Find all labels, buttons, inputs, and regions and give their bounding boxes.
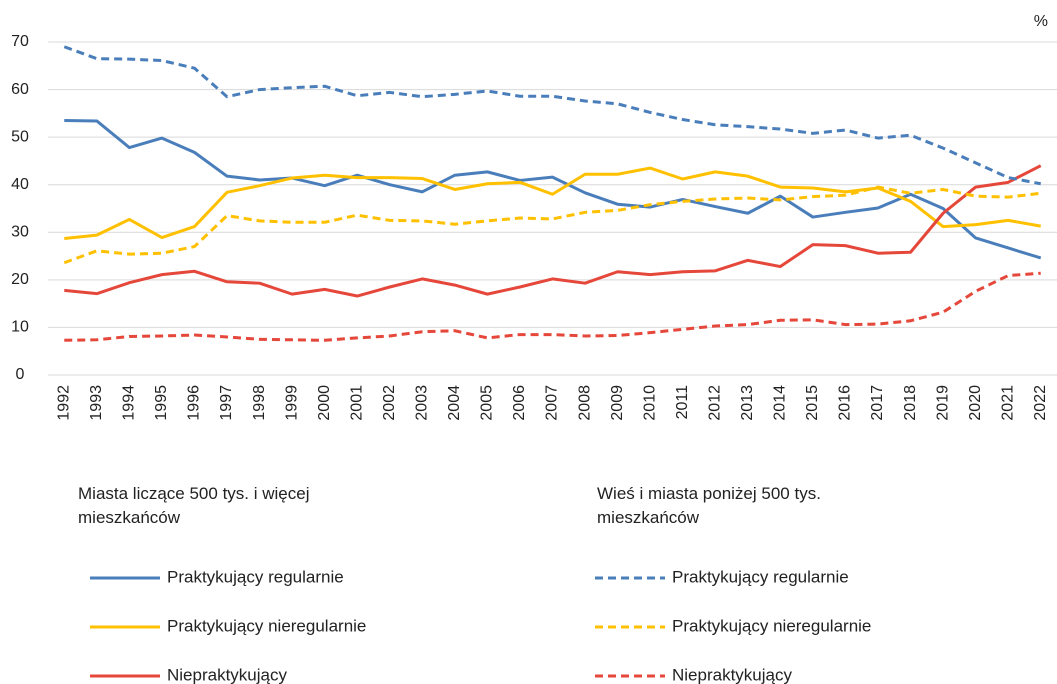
legend-label: Niepraktykujący	[167, 665, 287, 684]
x-tick-label: 2007	[544, 385, 561, 421]
x-tick-label: 1996	[186, 385, 203, 421]
legend-label: Praktykujący nieregularnie	[167, 616, 366, 635]
x-tick-label: 2020	[967, 385, 984, 421]
x-tick-label: 2004	[446, 385, 463, 421]
x-tick-label: 2012	[706, 385, 723, 421]
x-tick-label: 2006	[511, 385, 528, 421]
y-tick-label: 60	[11, 81, 29, 98]
x-tick-label: 2021	[999, 385, 1016, 421]
x-tick-label: 2022	[1032, 385, 1049, 421]
data-line	[63, 45, 1042, 186]
y-tick-label: 20	[11, 271, 29, 288]
x-tick-label: 2009	[609, 385, 626, 421]
data-line	[64, 164, 1042, 298]
x-tick-label: 2000	[316, 385, 333, 421]
x-tick-label: 2001	[348, 385, 365, 421]
y-tick-label: 50	[11, 128, 29, 145]
data-line	[63, 185, 1041, 265]
legend-label: Niepraktykujący	[672, 665, 792, 684]
x-tick-label: 1999	[283, 385, 300, 421]
legend-label: Praktykujący regularnie	[672, 567, 849, 586]
x-tick-label: 1994	[121, 385, 138, 421]
x-tick-label: 1997	[218, 385, 235, 421]
x-tick-label: 1992	[55, 385, 72, 421]
y-tick-label: 30	[11, 224, 29, 241]
x-tick-label: 2002	[381, 385, 398, 421]
x-tick-label: 2019	[934, 385, 951, 421]
x-tick-label: 2017	[869, 385, 886, 421]
data-line	[64, 118, 1042, 260]
data-line	[64, 271, 1041, 342]
x-tick-label: 2013	[739, 385, 756, 421]
x-tick-label: 1998	[251, 385, 268, 421]
legend-label: Praktykujący nieregularnie	[672, 616, 871, 635]
y-tick-label: 10	[11, 319, 29, 336]
unit-label: %	[1034, 13, 1048, 30]
x-tick-label: 2015	[804, 385, 821, 421]
x-tick-label: 2014	[772, 385, 789, 421]
legend-group-title: Miasta liczące 500 tys. i więcej mieszka…	[78, 484, 310, 527]
x-tick-label: 2003	[414, 385, 431, 421]
x-tick-label: 2016	[837, 385, 854, 421]
legend-group-title: Wieś i miasta poniżej 500 tys. mieszkańc…	[597, 484, 821, 527]
x-tick-label: 1995	[153, 385, 170, 421]
x-tick-label: 2018	[902, 385, 919, 421]
y-tick-label: 40	[11, 176, 29, 193]
x-tick-label: 2010	[641, 385, 658, 421]
x-tick-label: 1993	[88, 385, 105, 421]
x-tick-label: 2011	[674, 385, 691, 420]
legend-label: Praktykujący regularnie	[167, 567, 344, 586]
x-tick-label: 2008	[576, 385, 593, 421]
x-tick-label: 2005	[479, 385, 496, 421]
y-tick-label: 70	[11, 33, 29, 50]
y-tick-label: 0	[16, 366, 25, 383]
